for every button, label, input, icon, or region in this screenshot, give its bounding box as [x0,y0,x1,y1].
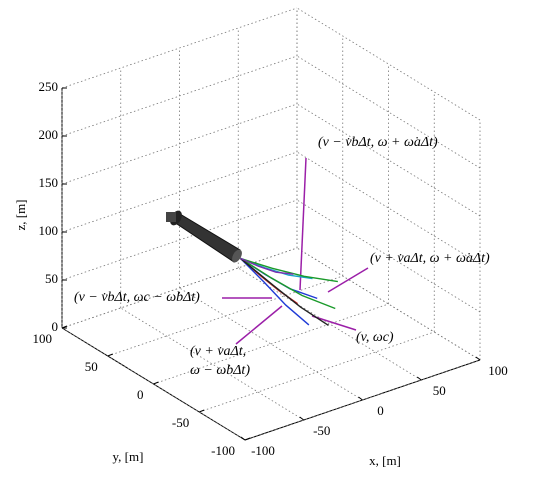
trajectory [240,257,329,327]
grid-line [61,247,298,329]
x-tick-label: 50 [433,383,446,398]
y-tick-label: 0 [137,387,144,402]
tick-mark [61,325,68,329]
vehicle [166,210,242,263]
tick-mark [358,396,363,401]
y-tick-label: 50 [85,359,98,374]
tick-mark [244,437,251,441]
z-tick-label: 250 [39,79,59,94]
grid-line [61,55,298,137]
grid-line [199,331,435,413]
trajectory [239,257,310,326]
y-tick-label: -100 [211,443,235,458]
y-tick-label: -50 [172,415,189,430]
y-tick-label: 100 [33,331,53,346]
y-axis-label: y, [m] [113,449,144,464]
trajectory [240,257,318,300]
tick-mark [475,356,481,361]
grid-line [61,103,298,185]
annotation: (v − v̇bΔt, ω + ω̇aΔt) [318,135,438,150]
callouts [222,157,369,345]
z-tick-label: 200 [39,127,59,142]
annotation: ω − ω̇bΔt) [190,363,250,378]
tick-mark [153,381,159,385]
x-tick-label: -100 [251,443,275,458]
x-tick-label: -50 [313,423,330,438]
grid-line [61,199,298,281]
tick-mark [199,409,205,413]
tick-mark [107,353,113,357]
trajectory [240,257,338,283]
tick-mark [240,436,246,441]
x-tick-label: 100 [488,363,508,378]
tick-mark [416,376,422,381]
grid [61,7,481,441]
x-tick-label: 0 [377,403,384,418]
grid-line [61,7,298,89]
trajectory [240,257,336,310]
z-tick-label: 0 [52,319,59,334]
annotation: (v, ωc) [356,330,394,345]
z-tick-label: 100 [39,223,59,238]
z-tick-label: 150 [39,175,59,190]
annotation: (v + v̇aΔt, [190,344,246,359]
annotation: (v + v̇aΔt, ω + ω̇aΔt) [370,251,490,266]
grid-line [107,275,343,357]
z-axis-label: z, [m] [13,199,28,230]
z-tick-label: 50 [45,271,58,286]
grid-line [61,151,298,233]
trajectory [240,257,294,275]
tick-mark [299,416,305,421]
grid-line [153,303,389,385]
annotation: (v − v̇bΔt, ωc − ω̇bΔt) [74,290,200,305]
x-axis-label: x, [m] [369,453,401,468]
